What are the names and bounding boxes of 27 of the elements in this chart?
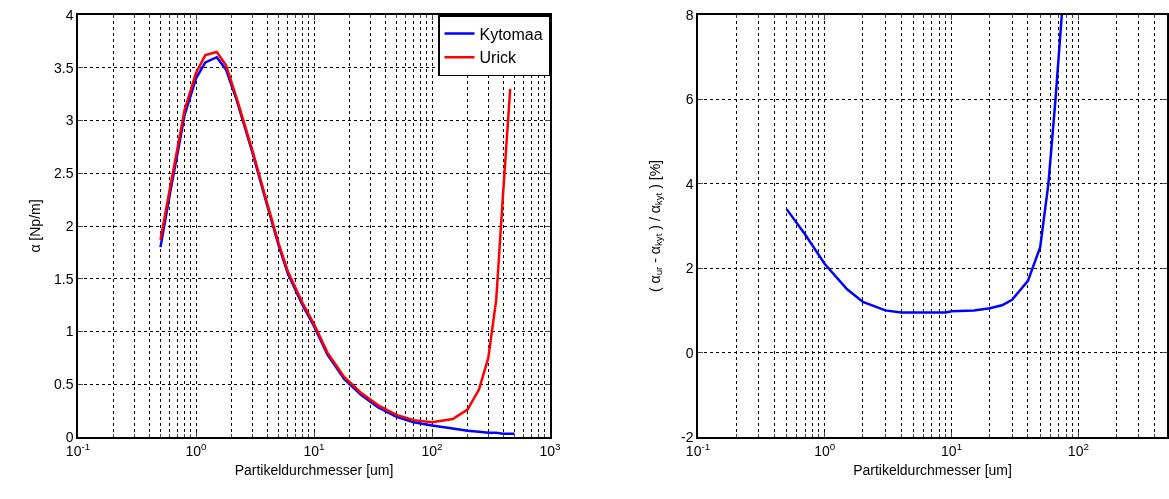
y-tick-label: 2.5: [53, 165, 74, 182]
y-tick-label: 8: [685, 6, 694, 23]
y-tick-label: 2: [65, 217, 74, 234]
y-tick-label: 4: [65, 6, 74, 23]
x-axis-title: Partikeldurchmesser [um]: [234, 462, 394, 479]
y-tick-label: 6: [685, 91, 694, 108]
x-tick-label: 10$^{2}$: [1067, 440, 1089, 459]
x-axis-title: Partikeldurchmesser [um]: [853, 462, 1012, 479]
y-tick-label: 1.5: [53, 270, 74, 287]
y-tick-label: 0: [65, 428, 74, 445]
legend-label: Kytomaa: [479, 25, 543, 43]
y-tick-label: 2: [685, 260, 694, 277]
y-tick-label: 3.5: [53, 59, 74, 76]
y-tick-label: 0: [685, 344, 694, 361]
legend-label: Urick: [479, 49, 517, 67]
x-tick-label: 10$^{1}$: [941, 440, 963, 459]
y-tick-label: 1: [65, 323, 74, 340]
x-tick-label: 10$^{2}$: [421, 440, 443, 459]
y-tick-label: 4: [685, 175, 694, 192]
x-tick-label: 10$^{0}$: [185, 440, 208, 459]
y-tick-label: -2: [681, 428, 694, 445]
y-tick-label: 0.5: [53, 376, 74, 393]
x-tick-label: 10$^{1}$: [303, 440, 325, 459]
x-tick-label: 10$^{0}$: [814, 440, 836, 459]
x-tick-label: 10$^{3}$: [539, 440, 562, 459]
y-axis-title: α [Np/m]: [26, 199, 43, 253]
y-tick-label: 3: [65, 112, 74, 129]
